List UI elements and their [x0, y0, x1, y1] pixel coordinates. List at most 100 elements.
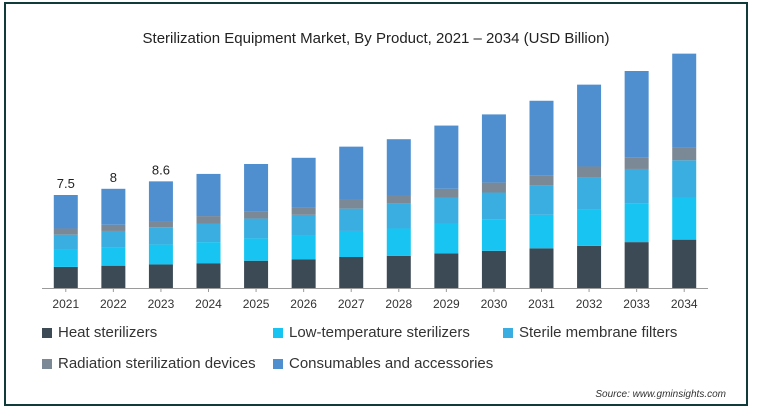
- bar-segment-2024-2: [196, 223, 221, 243]
- legend-item-radiation-sterilization-devices: Radiation sterilization devices: [42, 355, 256, 372]
- bar-segment-2034-1: [672, 197, 697, 240]
- bar-segment-2027-1: [339, 230, 364, 257]
- bar-segment-2032-3: [577, 166, 602, 178]
- legend-label: Radiation sterilization devices: [58, 355, 256, 372]
- data-label: 7.5: [57, 176, 75, 191]
- chart-frame: [4, 2, 748, 406]
- bar-segment-2032-4: [577, 84, 602, 167]
- bar-segment-2025-0: [244, 260, 269, 288]
- bar-segment-2023-1: [148, 244, 173, 265]
- legend-label: Sterile membrane filters: [519, 324, 678, 341]
- legend-item-heat-sterilizers: Heat sterilizers: [42, 324, 157, 341]
- x-tick-label: 2026: [290, 297, 317, 311]
- bar-segment-2030-1: [481, 219, 506, 251]
- bar-segment-2034-3: [672, 147, 697, 161]
- source-text: Source: www.gminsights.com: [595, 389, 726, 400]
- x-tick-label: 2032: [576, 297, 603, 311]
- bar-segment-2023-3: [148, 221, 173, 228]
- bar-segment-2033-2: [624, 168, 649, 204]
- bar-segment-2024-4: [196, 173, 221, 217]
- bar-segment-2033-4: [624, 71, 649, 158]
- x-tick-label: 2031: [528, 297, 555, 311]
- bar-segment-2033-3: [624, 157, 649, 169]
- legend-swatch: [273, 327, 283, 338]
- bar-segment-2028-1: [386, 228, 411, 256]
- bar-segment-2026-4: [291, 157, 316, 208]
- bar-segment-2034-2: [672, 160, 697, 198]
- bar-segment-2027-2: [339, 208, 364, 231]
- bar-segment-2030-2: [481, 192, 506, 220]
- bar-segment-2029-1: [434, 223, 459, 254]
- bar-segment-2024-3: [196, 216, 221, 224]
- legend-swatch: [42, 358, 52, 369]
- bar-segment-2022-0: [101, 265, 126, 288]
- bar-segment-2032-1: [577, 209, 602, 246]
- legend-item-consumables-and-accessories: Consumables and accessories: [273, 355, 493, 372]
- bar-segment-2028-4: [386, 139, 411, 195]
- bar-segment-2026-2: [291, 214, 316, 236]
- bar-segment-2022-3: [101, 224, 126, 231]
- bar-segment-2030-3: [481, 182, 506, 193]
- bar-segment-2034-0: [672, 239, 697, 288]
- x-tick-label: 2022: [100, 297, 127, 311]
- x-tick-label: 2021: [52, 297, 79, 311]
- legend-swatch: [42, 327, 52, 338]
- x-tick-label: 2034: [671, 297, 698, 311]
- bar-segment-2022-1: [101, 247, 126, 266]
- legend-label: Heat sterilizers: [58, 324, 158, 341]
- legend-item-low-temperature-sterilizers: Low-temperature sterilizers: [273, 324, 470, 341]
- data-label: 8: [110, 170, 117, 185]
- bar-segment-2022-4: [101, 188, 126, 225]
- bar-segment-2034-4: [672, 53, 697, 148]
- bar-segment-2025-1: [244, 238, 269, 261]
- legend-swatch: [273, 358, 283, 369]
- bar-segment-2030-0: [481, 250, 506, 288]
- x-tick-label: 2027: [338, 297, 365, 311]
- bar-segment-2026-0: [291, 259, 316, 288]
- x-tick-label: 2033: [623, 297, 650, 311]
- bar-segment-2023-2: [148, 227, 173, 245]
- bar-segment-2023-0: [148, 264, 173, 288]
- bar-segment-2021-2: [53, 234, 78, 250]
- x-tick-label: 2029: [433, 297, 460, 311]
- bar-segment-2029-2: [434, 197, 459, 224]
- bar-segment-2031-3: [529, 175, 554, 186]
- bar-segment-2030-4: [481, 114, 506, 183]
- bar-segment-2029-0: [434, 253, 459, 288]
- bar-segment-2031-0: [529, 248, 554, 288]
- bar-segment-2032-2: [577, 177, 602, 210]
- bar-segment-2021-0: [53, 266, 78, 288]
- bar-segment-2033-1: [624, 203, 649, 243]
- bar-segment-2021-4: [53, 195, 78, 229]
- bar-segment-2027-4: [339, 146, 364, 200]
- bar-segment-2021-3: [53, 228, 78, 235]
- legend-label: Low-temperature sterilizers: [289, 324, 470, 341]
- bar-segment-2031-1: [529, 214, 554, 249]
- bar-segment-2023-4: [148, 181, 173, 222]
- bar-segment-2027-0: [339, 257, 364, 288]
- x-tick-label: 2023: [148, 297, 175, 311]
- bar-segment-2033-0: [624, 242, 649, 288]
- bar-segment-2027-3: [339, 199, 364, 209]
- x-tick-label: 2025: [243, 297, 270, 311]
- bar-segment-2026-3: [291, 207, 316, 215]
- bar-segment-2024-0: [196, 263, 221, 288]
- bar-segment-2031-2: [529, 185, 554, 215]
- bar-segment-2025-2: [244, 218, 269, 239]
- bar-segment-2032-0: [577, 245, 602, 288]
- bar-segment-2028-0: [386, 255, 411, 288]
- legend-item-sterile-membrane-filters: Sterile membrane filters: [503, 324, 677, 341]
- data-label: 8.6: [152, 162, 170, 177]
- chart-title: Sterilization Equipment Market, By Produ…: [142, 30, 610, 47]
- bar-segment-2028-2: [386, 203, 411, 229]
- x-tick-label: 2030: [481, 297, 508, 311]
- bar-segment-2029-3: [434, 188, 459, 198]
- bar-segment-2031-4: [529, 100, 554, 176]
- bar-segment-2024-1: [196, 242, 221, 264]
- x-tick-label: 2028: [385, 297, 412, 311]
- bar-segment-2025-3: [244, 211, 269, 219]
- x-tick-label: 2024: [195, 297, 222, 311]
- bar-segment-2025-4: [244, 164, 269, 212]
- bar-segment-2021-1: [53, 249, 78, 267]
